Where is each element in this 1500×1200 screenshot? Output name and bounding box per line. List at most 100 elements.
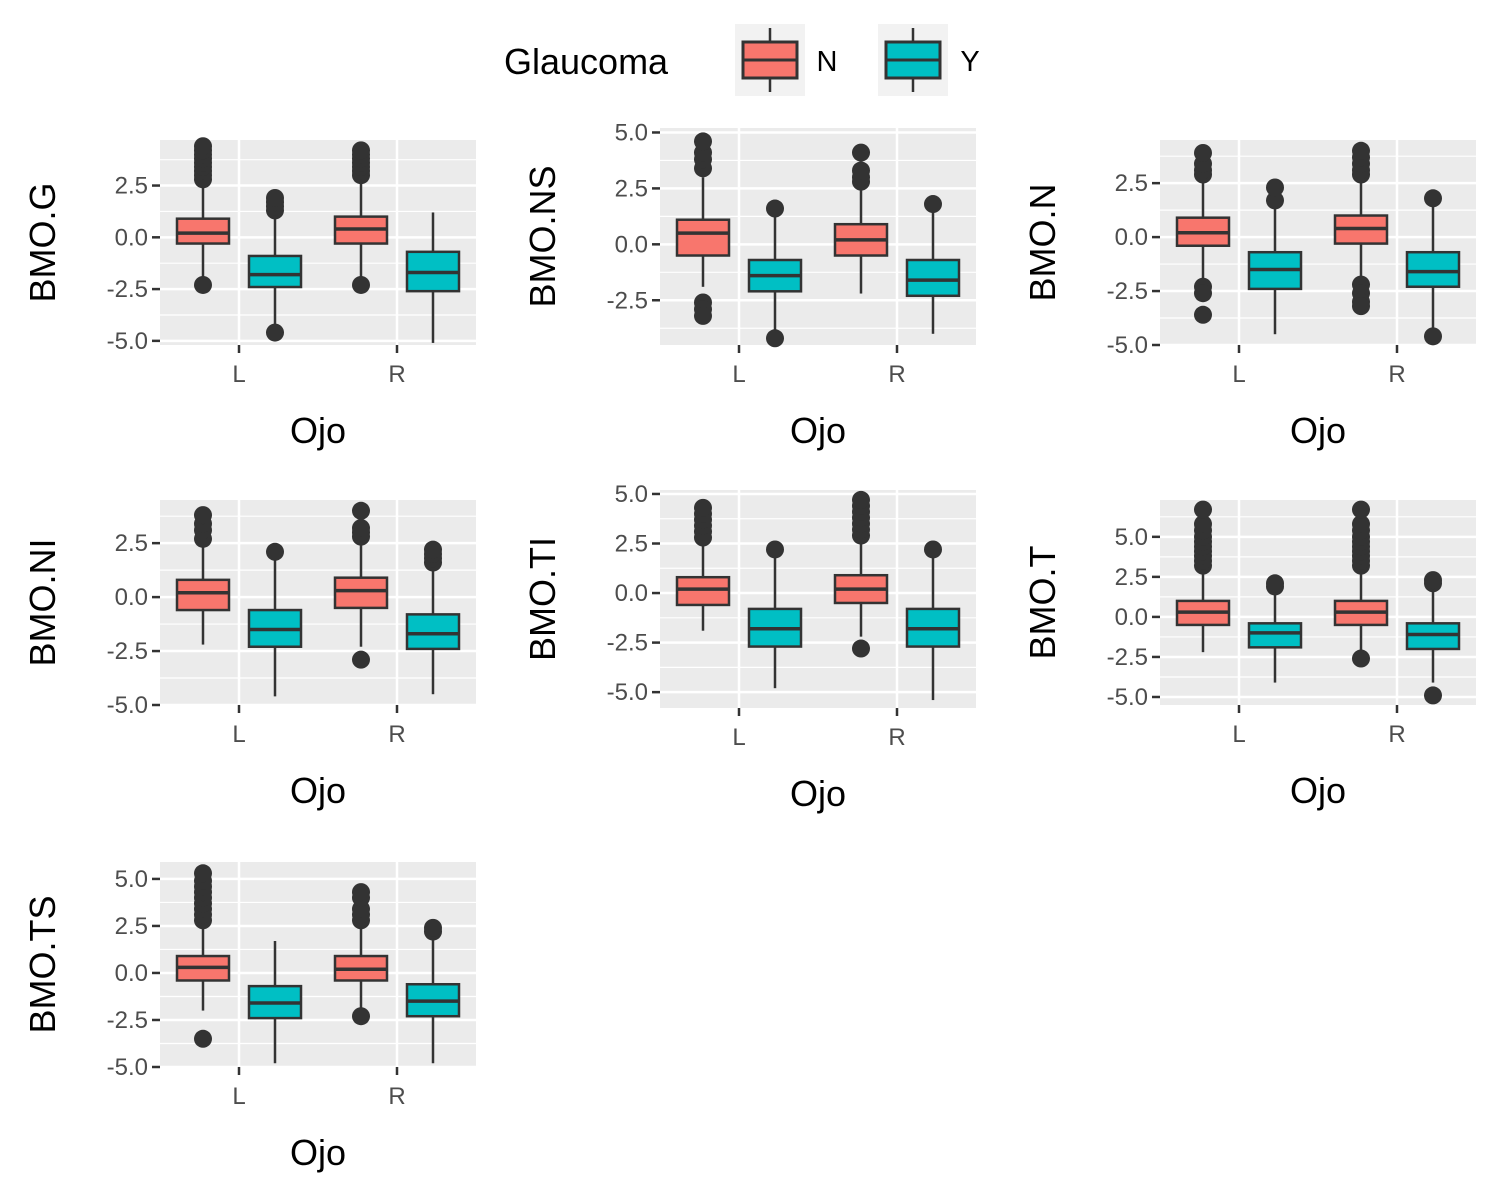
box-y-l xyxy=(747,540,803,689)
box-n-l xyxy=(175,506,231,645)
x-tick-label: R xyxy=(388,1083,405,1110)
x-axis-title: Ojo xyxy=(1290,770,1346,811)
x-axis-title: Ojo xyxy=(790,410,846,451)
y-tick-label: -5.0 xyxy=(607,679,648,706)
outlier-point xyxy=(852,161,870,180)
y-tick-label: 0.0 xyxy=(115,224,148,251)
panel-bmo-t: -5.0 -2.5 0.0 2.5 5.0 L R Ojo BMO.T xyxy=(1022,500,1476,811)
outlier-point xyxy=(852,639,870,658)
box-n-r xyxy=(333,883,389,1026)
y-tick-label: -2.5 xyxy=(607,287,648,314)
y-axis-title: BMO.G xyxy=(22,182,63,302)
box-y-l xyxy=(1247,574,1303,683)
x-axis-title: Ojo xyxy=(290,770,346,811)
outlier-point xyxy=(852,143,870,162)
box-n-l xyxy=(175,137,231,294)
box-y-r xyxy=(1405,571,1461,705)
outlier-point xyxy=(1266,574,1284,593)
outlier-point xyxy=(1352,500,1370,519)
panel-bmo-ns: -2.5 0.0 2.5 5.0 L R Ojo BMO.NS xyxy=(522,119,976,451)
legend-key-y xyxy=(878,24,948,96)
outlier-point xyxy=(1424,327,1442,346)
x-tick-label: L xyxy=(232,361,245,388)
y-axis-title: BMO.T xyxy=(1022,545,1063,659)
outlier-point xyxy=(1352,297,1370,316)
y-tick-label: 0.0 xyxy=(1115,224,1148,251)
box-iqr xyxy=(175,578,231,612)
box-iqr xyxy=(675,218,731,257)
y-tick-label: -2.5 xyxy=(107,1007,148,1034)
panel-bmo-ts: -5.0 -2.5 0.0 2.5 5.0 L R Ojo BMO.TS xyxy=(22,862,476,1173)
outlier-point xyxy=(766,329,784,348)
y-tick-label: -5.0 xyxy=(107,692,148,719)
outlier-point xyxy=(352,275,370,294)
box-y-l xyxy=(747,199,803,348)
box-n-l xyxy=(675,132,731,325)
outlier-point xyxy=(766,199,784,218)
outlier-point xyxy=(194,864,212,883)
y-tick-label: 0.0 xyxy=(615,231,648,258)
legend: Glaucoma N Y xyxy=(504,24,980,96)
outlier-point xyxy=(1424,686,1442,705)
outlier-point xyxy=(352,141,370,160)
box-n-l xyxy=(1175,500,1231,653)
outlier-point xyxy=(1266,178,1284,197)
y-tick-label: 2.5 xyxy=(115,530,148,557)
outlier-point xyxy=(266,323,284,342)
outlier-point xyxy=(424,918,442,937)
outlier-point xyxy=(194,1029,212,1048)
x-tick-label: R xyxy=(1388,721,1405,748)
y-tick-label: 0.0 xyxy=(115,960,148,987)
y-axis-title: BMO.NS xyxy=(522,165,563,307)
y-axis-title: BMO.TI xyxy=(522,537,563,661)
outlier-point xyxy=(924,540,942,559)
outlier-point xyxy=(266,188,284,207)
y-tick-label: 5.0 xyxy=(115,866,148,893)
outlier-point xyxy=(1194,305,1212,324)
y-tick-label: 2.5 xyxy=(115,173,148,200)
outlier-point xyxy=(194,137,212,156)
y-tick-label: -2.5 xyxy=(107,638,148,665)
outlier-point xyxy=(852,490,870,509)
legend-title: Glaucoma xyxy=(504,41,669,82)
outlier-point xyxy=(1194,515,1212,534)
y-tick-label: -5.0 xyxy=(107,1054,148,1081)
box-n-r xyxy=(1333,500,1389,668)
box-y-r xyxy=(905,540,961,701)
outlier-point xyxy=(352,650,370,669)
outlier-point xyxy=(1194,284,1212,303)
outlier-point xyxy=(1424,189,1442,208)
y-tick-label: 5.0 xyxy=(1115,524,1148,551)
y-tick-label: 5.0 xyxy=(615,481,648,508)
box-n-r xyxy=(833,490,889,658)
x-tick-label: L xyxy=(1232,361,1245,388)
x-tick-label: L xyxy=(232,1083,245,1110)
panel-bmo-ni: -5.0 -2.5 0.0 2.5 L R Ojo BMO.NI xyxy=(22,500,476,811)
y-tick-label: -2.5 xyxy=(607,630,648,657)
x-tick-label: L xyxy=(1232,721,1245,748)
x-tick-label: R xyxy=(888,361,905,388)
y-tick-label: 2.5 xyxy=(615,175,648,202)
outlier-point xyxy=(1352,141,1370,160)
x-axis-title: Ojo xyxy=(290,410,346,451)
box-y-l xyxy=(247,188,303,342)
y-tick-label: 2.5 xyxy=(1115,170,1148,197)
box-n-r xyxy=(1333,141,1389,316)
box-y-l xyxy=(247,542,303,697)
box-iqr xyxy=(1405,250,1461,288)
x-tick-label: L xyxy=(732,724,745,751)
outlier-point xyxy=(352,519,370,538)
outlier-point xyxy=(694,306,712,325)
outlier-point xyxy=(352,1007,370,1026)
box-n-l xyxy=(675,498,731,631)
outlier-point xyxy=(766,540,784,559)
box-y-r xyxy=(405,540,461,695)
outlier-point xyxy=(194,506,212,525)
y-tick-label: -5.0 xyxy=(107,328,148,355)
outlier-point xyxy=(694,132,712,151)
panel-bmo-n: -5.0 -2.5 0.0 2.5 L R Ojo BMO.N xyxy=(1022,140,1476,451)
box-iqr xyxy=(175,217,231,245)
y-tick-label: -2.5 xyxy=(107,276,148,303)
outlier-point xyxy=(1194,500,1212,519)
